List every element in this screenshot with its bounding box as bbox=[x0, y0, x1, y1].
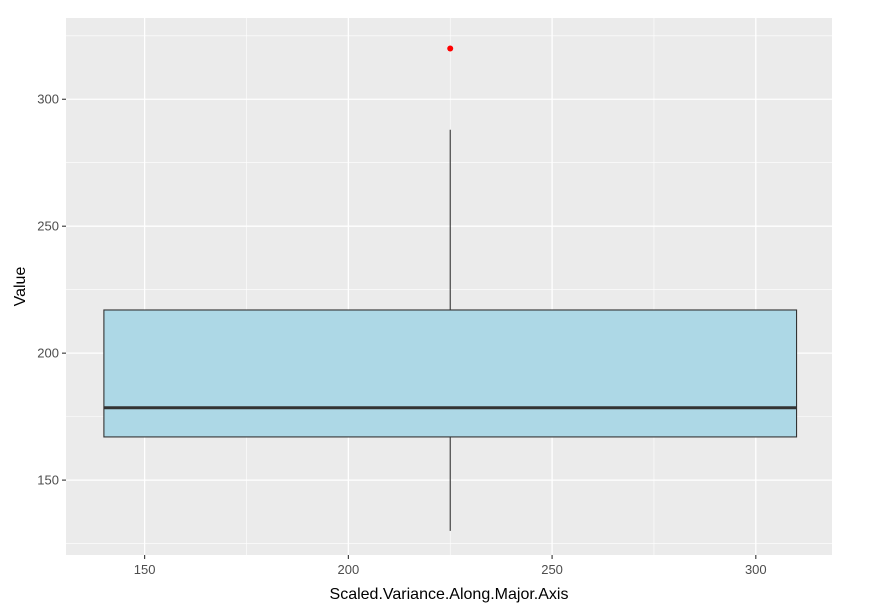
y-axis-title: Value bbox=[12, 267, 29, 307]
x-axis-ticks: 150 200 250 300 bbox=[134, 555, 767, 577]
x-tick-label: 250 bbox=[541, 562, 563, 577]
outlier-point bbox=[447, 45, 454, 52]
x-tick-label: 200 bbox=[338, 562, 360, 577]
y-tick-label: 200 bbox=[37, 346, 59, 361]
box-layer bbox=[103, 45, 798, 531]
x-tick-label: 300 bbox=[745, 562, 767, 577]
x-tick-label: 150 bbox=[134, 562, 156, 577]
y-tick-label: 150 bbox=[37, 473, 59, 488]
y-tick-label: 300 bbox=[37, 92, 59, 107]
y-tick-label: 250 bbox=[37, 219, 59, 234]
plot-panel bbox=[66, 18, 832, 555]
x-axis-title: Scaled.Variance.Along.Major.Axis bbox=[330, 586, 569, 603]
interquartile-box bbox=[103, 309, 798, 438]
y-axis-ticks: 150 200 250 300 bbox=[37, 92, 66, 488]
